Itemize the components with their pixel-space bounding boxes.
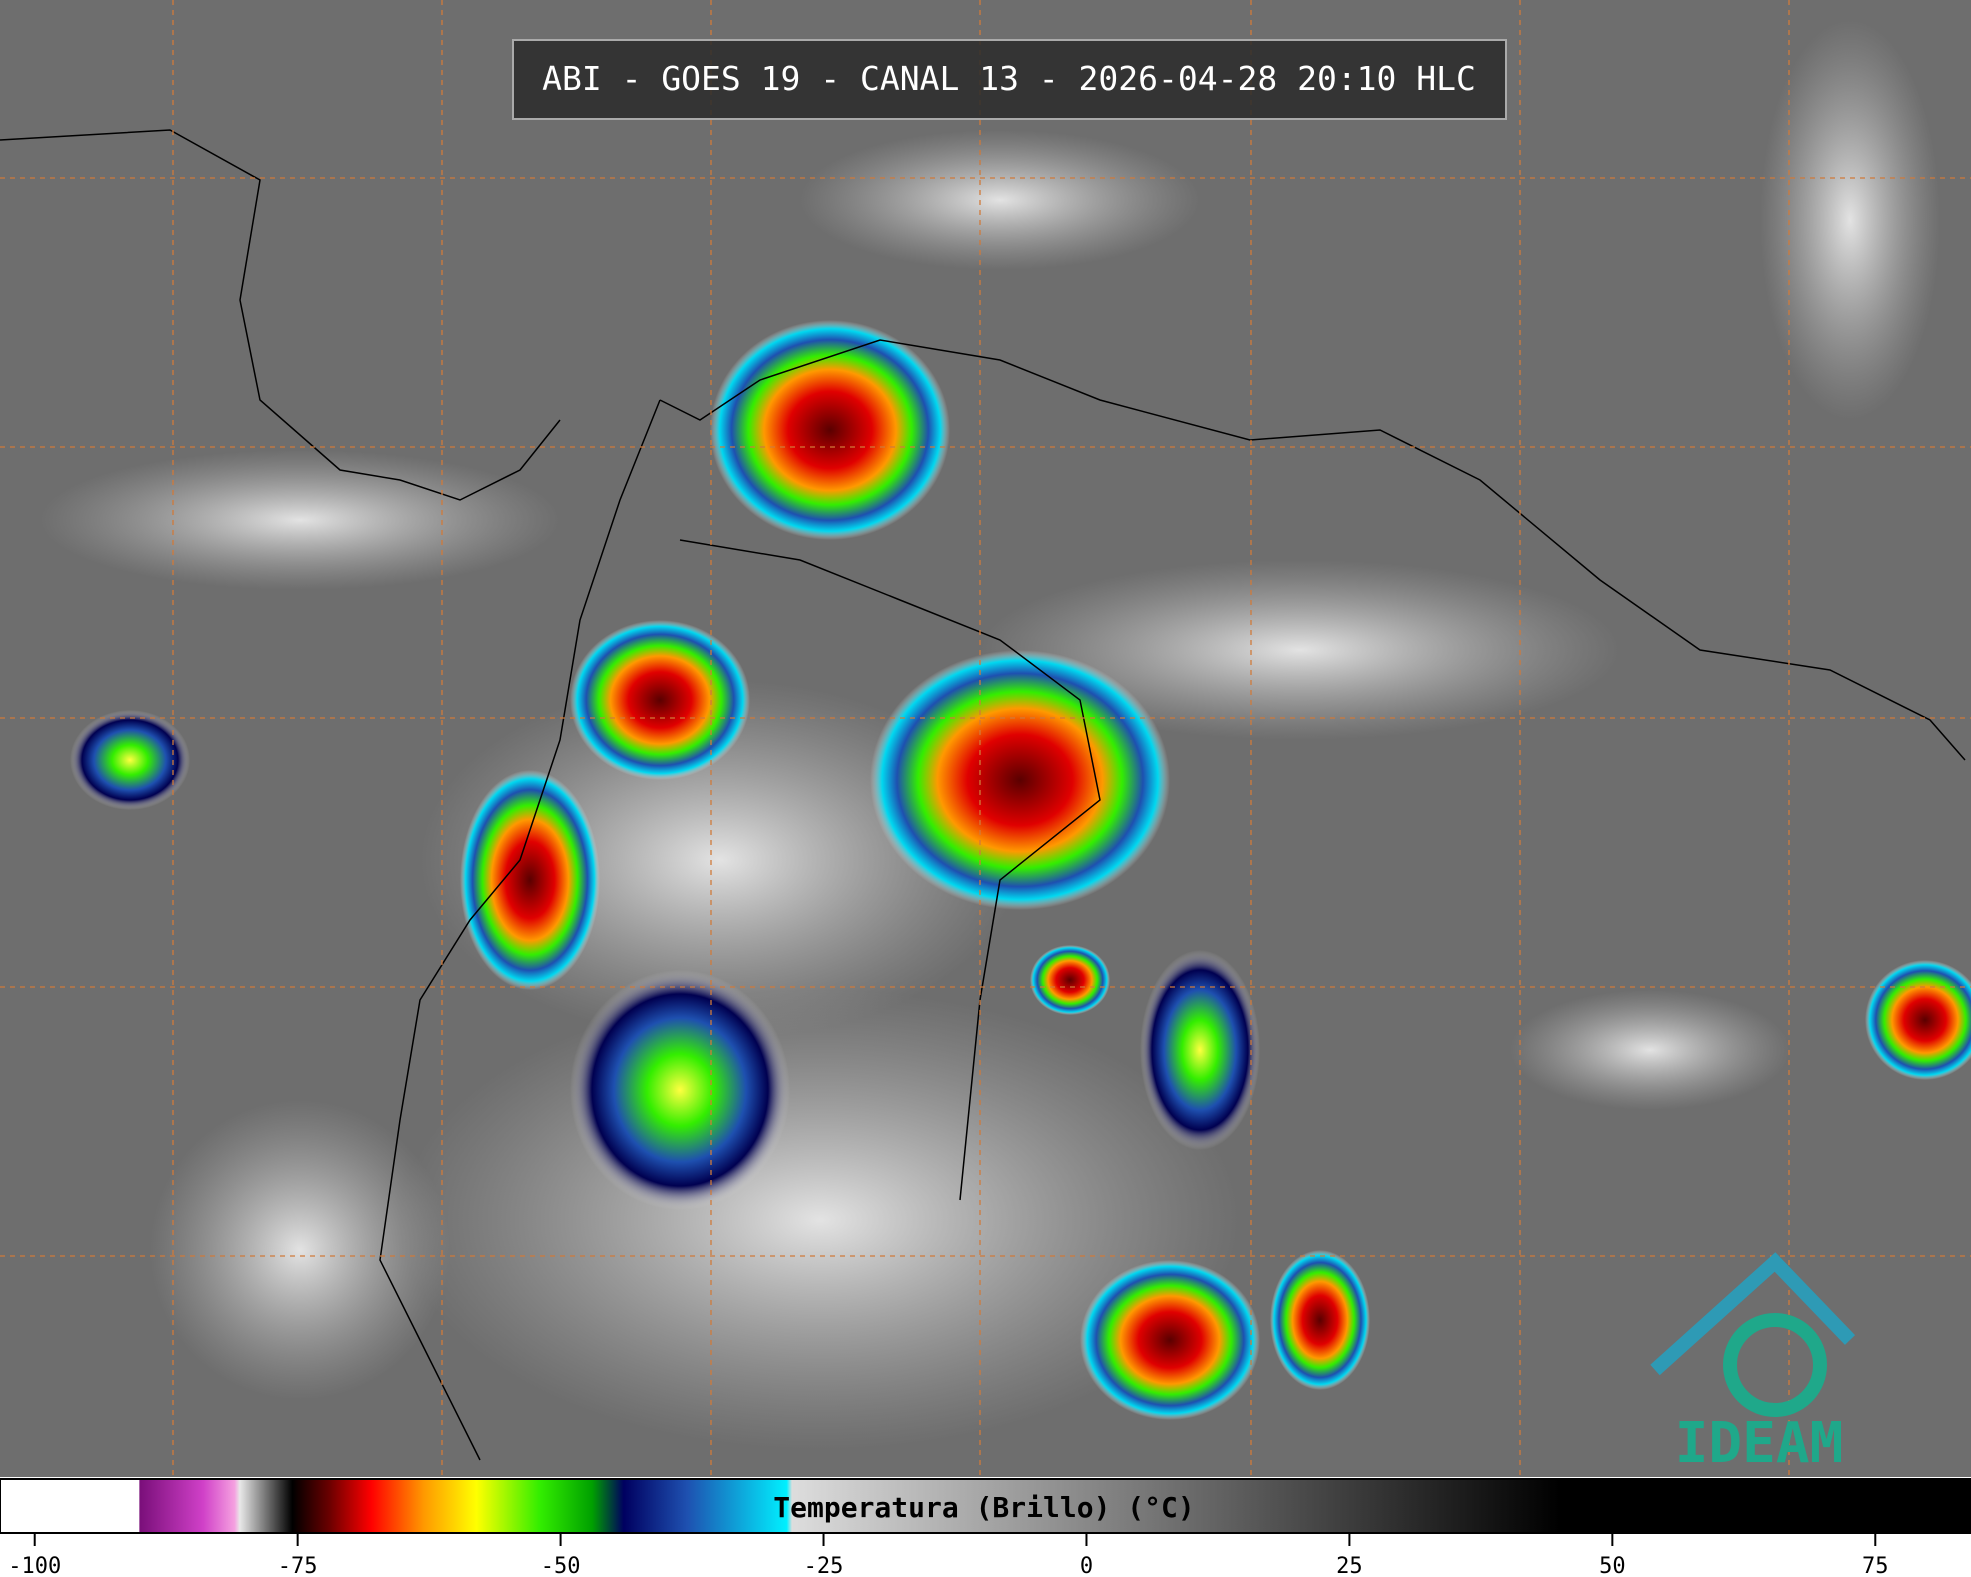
title-box (512, 39, 1507, 120)
lat-lon-grid (0, 0, 1971, 1480)
logo-text: IDEAM (1675, 1411, 1844, 1476)
coastlines (0, 129, 1966, 1461)
tick-label: -25 (804, 1554, 844, 1577)
clouds (40, 20, 1940, 1450)
tick-label: 75 (1862, 1554, 1889, 1577)
tick-label: -75 (278, 1554, 318, 1577)
tick-label: 50 (1599, 1554, 1626, 1577)
logo: IDEAM (1650, 1252, 1856, 1476)
storm-cells (70, 320, 1971, 1420)
tick-label: 0 (1080, 1554, 1093, 1577)
colorbar (0, 1478, 1971, 1534)
colorbar-label: Temperatura (Brillo) (°C) (773, 1491, 1194, 1524)
tick-label: -50 (541, 1554, 581, 1577)
tick-label: -100 (8, 1554, 61, 1577)
title: ABI - GOES 19 - CANAL 13 - 2026-04-28 20… (542, 59, 1476, 98)
tick-label: 25 (1336, 1554, 1363, 1577)
